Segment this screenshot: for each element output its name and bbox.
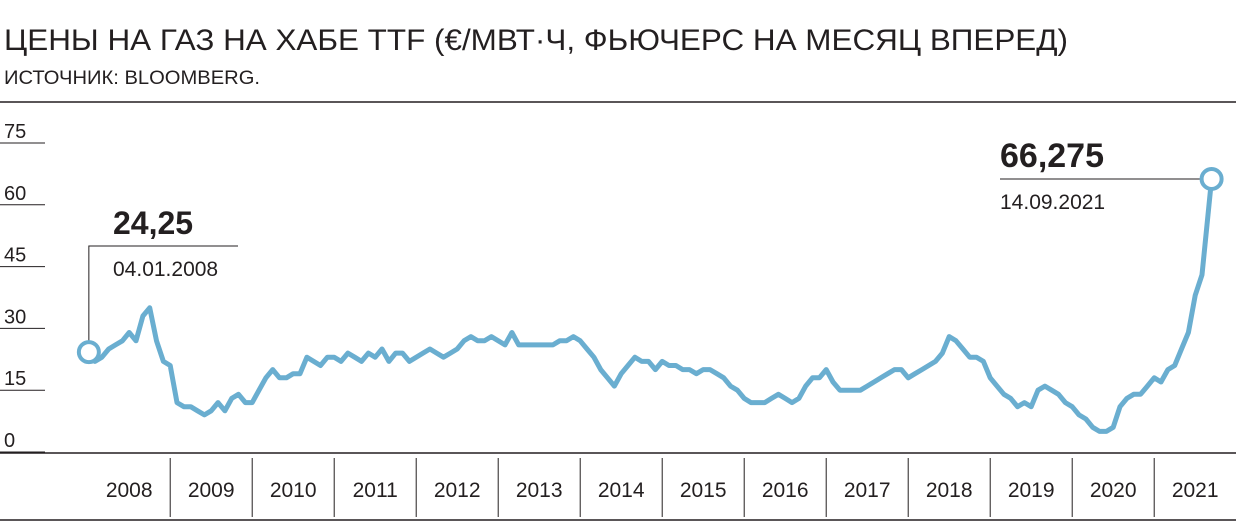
x-tick-label: 2021	[1172, 479, 1219, 502]
x-tick-label: 2018	[926, 479, 973, 502]
y-tick-label: 15	[4, 368, 26, 390]
x-tick-label: 2014	[598, 479, 645, 502]
chart-title: ЦЕНЫ НА ГАЗ НА ХАБЕ TTF (€/МВТ·Ч, ФЬЮЧЕР…	[4, 24, 1068, 57]
chart-subtitle: ИСТОЧНИК: BLOOMBERG.	[4, 68, 260, 89]
y-tick-label: 75	[4, 121, 26, 143]
x-tick-label: 2012	[434, 479, 481, 502]
y-tick-label: 30	[4, 306, 26, 328]
x-tick-label: 2008	[106, 479, 153, 502]
x-tick-label: 2011	[353, 479, 398, 502]
annotation-date: 14.09.2021	[1000, 191, 1105, 214]
annotation-point	[76, 340, 101, 365]
annotation-date: 04.01.2008	[113, 258, 218, 281]
y-tick-label: 0	[4, 430, 15, 452]
annotation-value: 24,25	[113, 205, 193, 241]
y-tick-label: 45	[4, 245, 26, 267]
annotation-leader	[88, 245, 238, 343]
x-tick-label: 2015	[680, 479, 727, 502]
x-tick-label: 2016	[762, 479, 809, 502]
annotation-point	[1199, 166, 1224, 191]
x-tick-label: 2009	[188, 479, 235, 502]
x-tick-label: 2013	[516, 479, 563, 502]
y-tick-label: 60	[4, 183, 26, 205]
x-tick-label: 2017	[844, 479, 891, 502]
x-tick-label: 2019	[1008, 479, 1055, 502]
x-tick-label: 2010	[270, 479, 317, 502]
annotation-value: 66,275	[1000, 137, 1104, 175]
x-tick-label: 2020	[1090, 479, 1137, 502]
price-line	[86, 178, 1215, 434]
